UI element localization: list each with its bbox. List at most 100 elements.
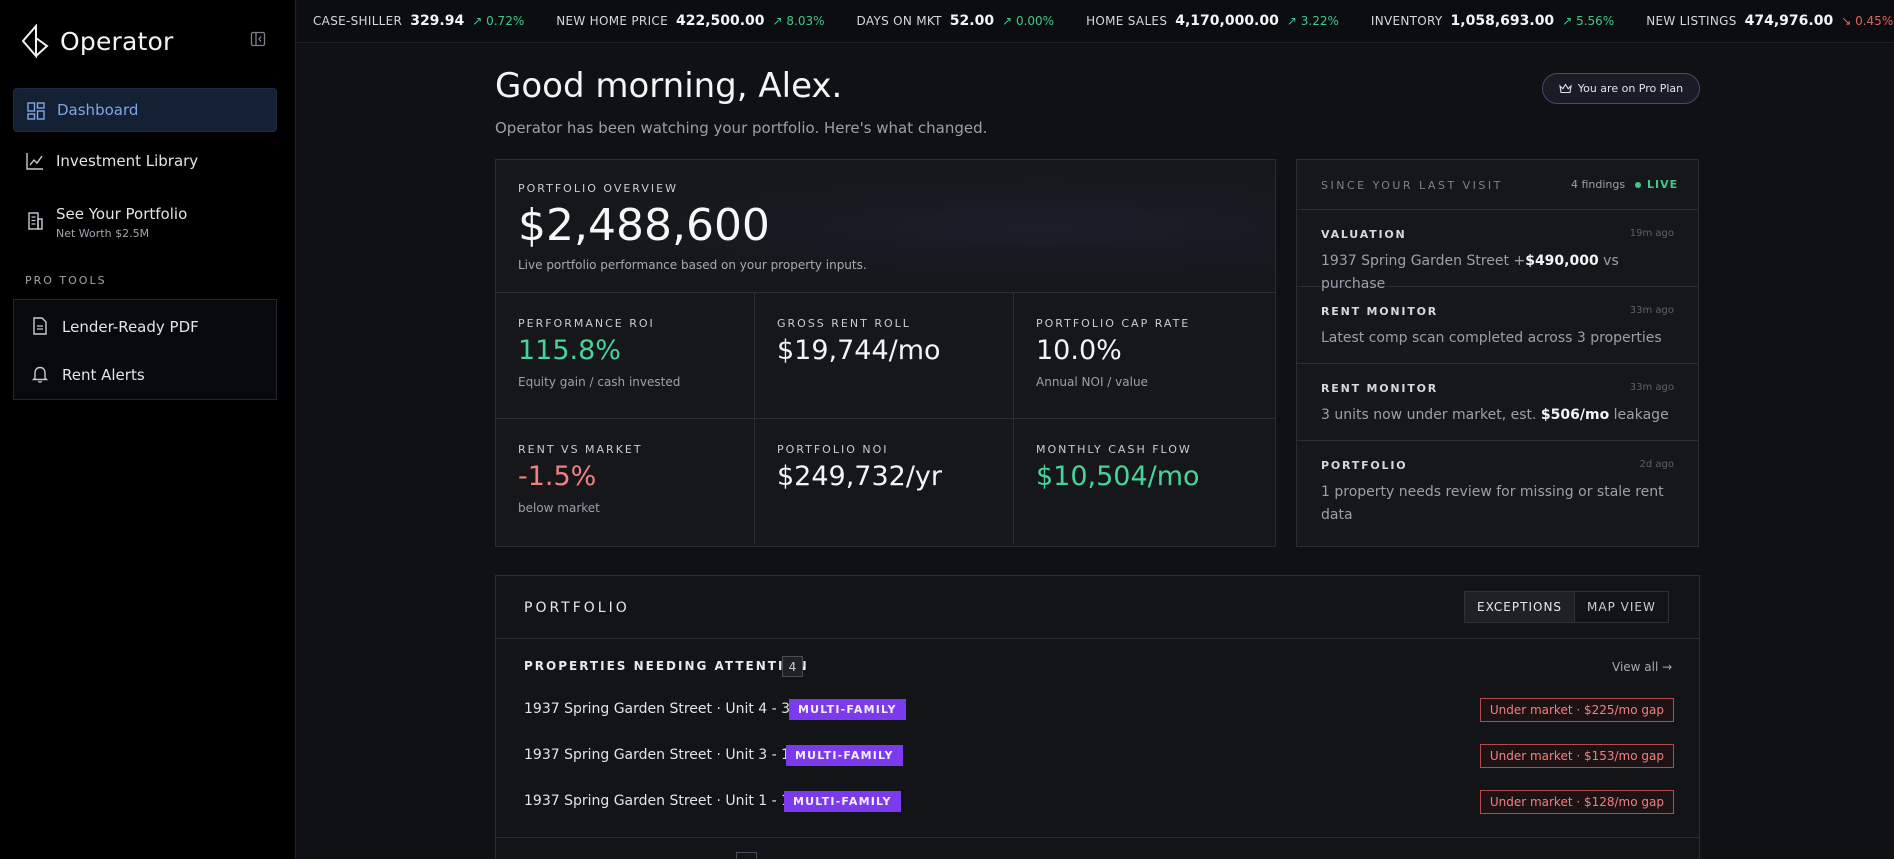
property-row[interactable]: 1937 Spring Garden Street · Unit 1 - 1 B… (524, 790, 1674, 814)
ticker-track: CASE-SHILLER 329.94 ↗ 0.72% NEW HOME PRI… (313, 13, 1894, 29)
finding-text: 1 property needs review for missing or s… (1321, 484, 1664, 523)
metric-monthly-cash-flow: MONTHLY CASH FLOW $10,504/mo (1014, 419, 1275, 545)
ticker-item: NEW LISTINGS 474,976.00 ↘ 0.45% (1646, 13, 1893, 29)
metric-value: 115.8% (518, 335, 621, 366)
page-title: Good morning, Alex. (495, 66, 843, 106)
findings-title: SINCE YOUR LAST VISIT (1321, 179, 1503, 192)
portfolio-header: PORTFOLIO EXCEPTIONS MAP VIEW (496, 576, 1699, 639)
finding-category: PORTFOLIO (1321, 459, 1408, 472)
metric-label: GROSS RENT ROLL (777, 317, 911, 330)
page-subtitle: Operator has been watching your portfoli… (495, 119, 988, 137)
overview-label: PORTFOLIO OVERVIEW (518, 182, 678, 195)
tab-exceptions[interactable]: EXCEPTIONS (1465, 592, 1575, 622)
finding-category: RENT MONITOR (1321, 382, 1439, 395)
metric-portfolio-noi: PORTFOLIO NOI $249,732/yr (755, 419, 1014, 545)
finding-time: 2d ago (1639, 459, 1674, 470)
metric-cap-rate: PORTFOLIO CAP RATE 10.0% Annual NOI / va… (1014, 293, 1275, 419)
dashboard-icon (27, 102, 45, 120)
sidebar-item-portfolio[interactable]: See Your Portfolio Net Worth $2.5M (13, 196, 277, 246)
finding-item[interactable]: RENT MONITOR 33m ago 3 units now under m… (1297, 364, 1698, 441)
overview-description: Live portfolio performance based on your… (518, 258, 867, 272)
ticker-item: NEW HOME PRICE 422,500.00 ↗ 8.03% (556, 13, 824, 29)
findings-card: SINCE YOUR LAST VISIT 4 findings LIVE VA… (1296, 159, 1699, 547)
metric-label: RENT VS MARKET (518, 443, 643, 456)
property-type-tag: MULTI-FAMILY (786, 745, 903, 766)
ticker-item: DAYS ON MKT 52.00 ↗ 0.00% (857, 13, 1055, 29)
finding-item[interactable]: PORTFOLIO 2d ago 1 property needs review… (1297, 441, 1698, 546)
building-icon (28, 212, 43, 230)
finding-time: 19m ago (1629, 228, 1674, 239)
sidebar-item-label: Rent Alerts (62, 366, 145, 384)
sidebar-item-investment-library[interactable]: Investment Library (13, 139, 277, 183)
ticker-change: ↗ 5.56% (1562, 14, 1615, 28)
portfolio-section: PORTFOLIO EXCEPTIONS MAP VIEW PROPERTIES… (495, 575, 1700, 859)
portfolio-view-tabs: EXCEPTIONS MAP VIEW (1464, 591, 1669, 623)
property-row[interactable]: 1937 Spring Garden Street · Unit 4 - 3 B… (524, 698, 1674, 722)
finding-item[interactable]: VALUATION 19m ago 1937 Spring Garden Str… (1297, 210, 1698, 292)
ticker-item: INVENTORY 1,058,693.00 ↗ 5.56% (1371, 13, 1614, 29)
net-worth-label: Net Worth $2.5M (56, 227, 150, 240)
metric-sub: below market (518, 501, 600, 515)
app-name: Operator (60, 26, 174, 56)
document-icon (33, 317, 47, 335)
ticker-change: ↘ 0.45% (1841, 14, 1894, 28)
property-name: 1937 Spring Garden Street · Unit 3 - 1 B… (524, 747, 814, 763)
portfolio-overview-card: PORTFOLIO OVERVIEW $2,488,600 Live portf… (495, 159, 1276, 547)
metric-label: PORTFOLIO NOI (777, 443, 889, 456)
metric-gross-rent-roll: GROSS RENT ROLL $19,744/mo (755, 293, 1014, 419)
ticker-name: DAYS ON MKT (856, 14, 942, 28)
finding-time: 33m ago (1629, 382, 1674, 393)
findings-count: 4 findings (1571, 178, 1626, 191)
finding-time: 33m ago (1629, 305, 1674, 316)
ticker-change: ↗ 8.03% (772, 14, 825, 28)
portfolio-title: PORTFOLIO (524, 600, 630, 616)
crown-icon (1559, 83, 1572, 94)
sidebar-item-label: See Your Portfolio (56, 205, 188, 223)
ticker-value: 1,058,693.00 (1450, 13, 1555, 29)
tab-map-view[interactable]: MAP VIEW (1574, 592, 1668, 622)
market-ticker: CASE-SHILLER 329.94 ↗ 0.72% NEW HOME PRI… (297, 0, 1894, 43)
ticker-name: NEW LISTINGS (1646, 14, 1737, 28)
metric-value: $249,732/yr (777, 461, 943, 492)
sidebar: Operator Dashboard Investment Library S (0, 0, 296, 859)
metric-sub: Equity gain / cash invested (518, 375, 681, 389)
sidebar-item-dashboard[interactable]: Dashboard (13, 88, 277, 132)
metric-value: 10.0% (1036, 335, 1122, 366)
ticker-value: 474,976.00 (1744, 13, 1834, 29)
finding-text: Latest comp scan completed across 3 prop… (1321, 330, 1662, 346)
chart-line-icon (26, 153, 43, 170)
live-indicator: LIVE (1647, 178, 1679, 191)
attention-heading: PROPERTIES NEEDING ATTENTION (524, 659, 809, 673)
ticker-item: CASE-SHILLER 329.94 ↗ 0.72% (313, 13, 524, 29)
metric-label: PORTFOLIO CAP RATE (1036, 317, 1191, 330)
pro-tools-heading: PRO TOOLS (25, 274, 107, 287)
property-type-tag: MULTI-FAMILY (784, 791, 901, 812)
finding-category: VALUATION (1321, 228, 1407, 241)
ticker-value: 329.94 (410, 13, 465, 29)
sidebar-item-lender-pdf[interactable]: Lender-Ready PDF (14, 302, 276, 350)
plan-badge-label: You are on Pro Plan (1577, 82, 1684, 95)
collapse-sidebar-icon[interactable] (250, 31, 266, 47)
metric-performance-roi: PERFORMANCE ROI 115.8% Equity gain / cas… (496, 293, 755, 419)
under-market-badge: Under market · $153/mo gap (1479, 744, 1674, 768)
plan-badge[interactable]: You are on Pro Plan (1542, 73, 1700, 104)
view-all-link[interactable]: View all → (1612, 660, 1673, 674)
property-name: 1937 Spring Garden Street · Unit 4 - 3 B… (524, 701, 814, 717)
overview-header: PORTFOLIO OVERVIEW $2,488,600 Live portf… (496, 160, 1275, 293)
sidebar-item-rent-alerts[interactable]: Rent Alerts (14, 350, 276, 398)
bell-icon (31, 366, 49, 383)
sidebar-item-label: Investment Library (56, 152, 199, 170)
ticker-value: 422,500.00 (675, 13, 765, 29)
finding-category: RENT MONITOR (1321, 305, 1439, 318)
operator-logo-icon (21, 24, 49, 58)
ticker-name: HOME SALES (1086, 14, 1168, 28)
sidebar-item-label: Dashboard (57, 101, 139, 119)
property-row[interactable]: 1937 Spring Garden Street · Unit 3 - 1 B… (524, 744, 1674, 768)
under-market-badge: Under market · $225/mo gap (1479, 698, 1674, 722)
brand[interactable]: Operator (20, 24, 174, 58)
ticker-value: 4,170,000.00 (1175, 13, 1279, 29)
ticker-value: 52.00 (949, 13, 995, 29)
attention-count-badge: 4 (782, 656, 803, 677)
ticker-item: HOME SALES 4,170,000.00 ↗ 3.22% (1086, 13, 1339, 29)
finding-item[interactable]: RENT MONITOR 33m ago Latest comp scan co… (1297, 287, 1698, 364)
